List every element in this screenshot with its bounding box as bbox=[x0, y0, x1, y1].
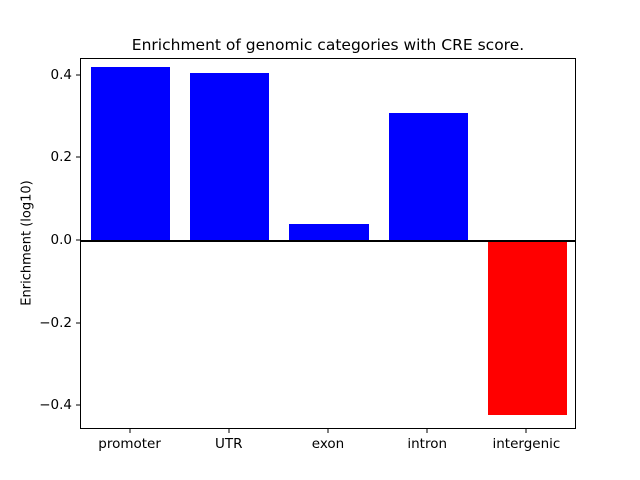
x-tick-mark bbox=[327, 429, 329, 433]
bar-exon bbox=[289, 224, 369, 241]
y-axis-label: Enrichment (log10) bbox=[19, 180, 35, 306]
bar-intergenic bbox=[487, 240, 568, 415]
y-tick-mark bbox=[76, 156, 80, 158]
x-tick-label-intergenic: intergenic bbox=[492, 436, 561, 452]
chart-title: Enrichment of genomic categories with CR… bbox=[131, 36, 525, 54]
x-tick-label-exon: exon bbox=[311, 436, 345, 452]
y-tick-label: 0.2 bbox=[50, 149, 72, 166]
x-tick-mark bbox=[525, 429, 527, 433]
x-tick-mark bbox=[228, 429, 230, 433]
y-tick-label: −0.4 bbox=[39, 397, 72, 414]
y-tick-label: −0.2 bbox=[39, 314, 72, 331]
x-tick-label-promoter: promoter bbox=[98, 436, 161, 452]
zero-line bbox=[81, 239, 575, 242]
y-tick-mark bbox=[76, 74, 80, 76]
bar-intron bbox=[388, 112, 468, 241]
plot-area bbox=[80, 58, 576, 429]
y-tick-label: 0.4 bbox=[50, 66, 72, 83]
bar-promoter bbox=[90, 67, 171, 241]
y-tick-mark bbox=[76, 239, 80, 241]
y-tick-mark bbox=[76, 404, 80, 406]
bar-UTR bbox=[190, 73, 270, 241]
x-tick-mark bbox=[129, 429, 131, 433]
x-tick-mark bbox=[426, 429, 428, 433]
x-tick-label-UTR: UTR bbox=[215, 436, 243, 452]
y-tick-mark bbox=[76, 322, 80, 324]
x-tick-label-intron: intron bbox=[407, 436, 448, 452]
y-tick-label: 0.0 bbox=[50, 231, 72, 248]
